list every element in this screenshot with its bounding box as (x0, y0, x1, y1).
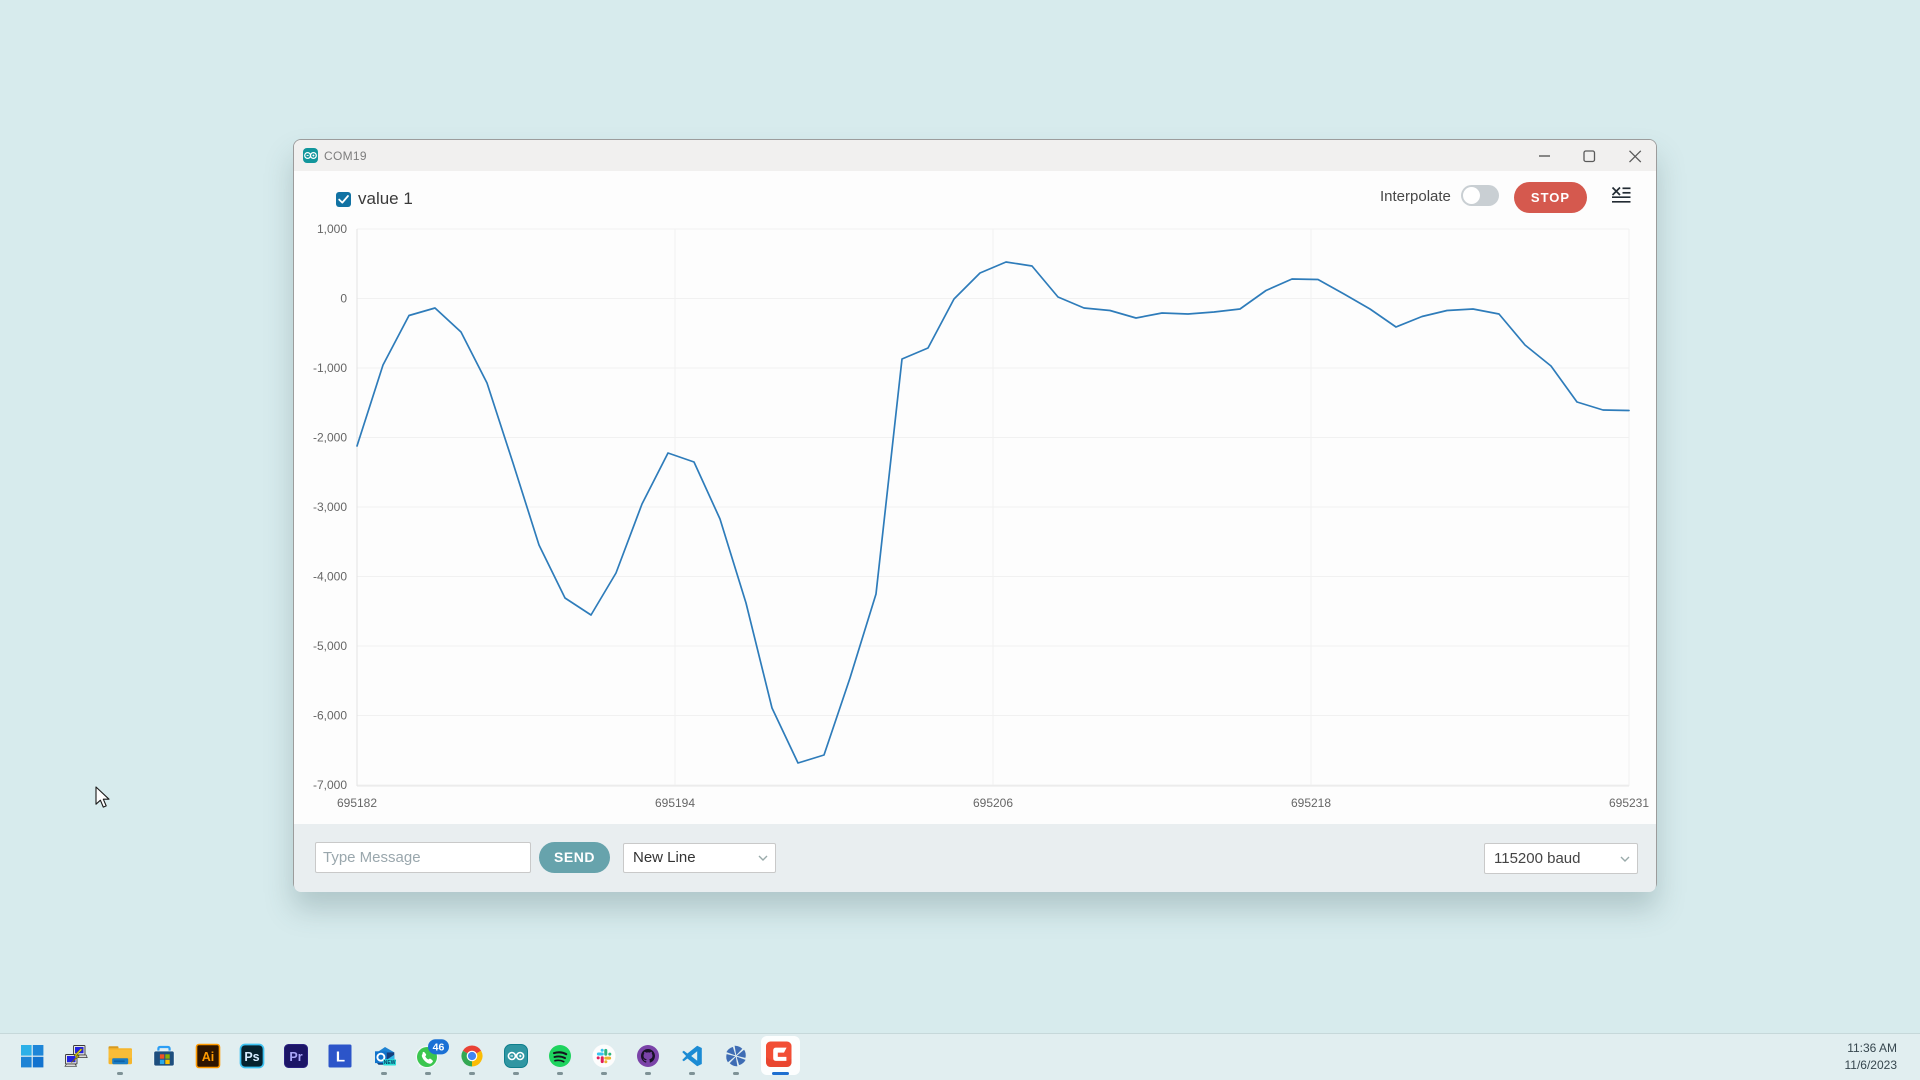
svg-text:-5,000: -5,000 (313, 639, 347, 653)
svg-text:Ps: Ps (244, 1050, 259, 1064)
svg-text:-2,000: -2,000 (313, 431, 347, 445)
svg-text:695182: 695182 (337, 796, 377, 810)
svg-text:Pr: Pr (289, 1050, 302, 1064)
svg-text:695206: 695206 (973, 796, 1013, 810)
svg-text:1,000: 1,000 (317, 222, 347, 236)
svg-text:-4,000: -4,000 (313, 570, 347, 584)
svg-text:-3,000: -3,000 (313, 500, 347, 514)
svg-text:-1,000: -1,000 (313, 361, 347, 375)
svg-text:46: 46 (433, 1042, 445, 1054)
svg-text:0: 0 (340, 292, 347, 306)
svg-text:-6,000: -6,000 (313, 709, 347, 723)
svg-text:NEW: NEW (384, 1060, 396, 1066)
svg-text:695218: 695218 (1291, 796, 1331, 810)
svg-text:695231: 695231 (1609, 796, 1649, 810)
svg-text:L: L (336, 1049, 345, 1066)
svg-text:695194: 695194 (655, 796, 695, 810)
svg-text:-7,000: -7,000 (313, 778, 347, 792)
svg-text:Ai: Ai (202, 1050, 215, 1064)
